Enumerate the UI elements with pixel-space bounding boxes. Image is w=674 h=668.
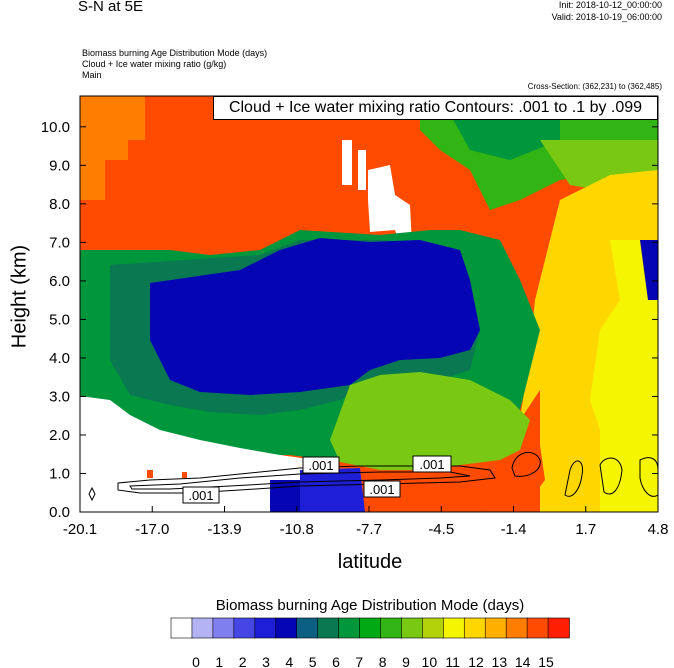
- colorbar-label: 4: [285, 654, 293, 668]
- contour-loop-5: [88, 486, 96, 502]
- colorbar-label: 8: [379, 654, 387, 668]
- contour-loop-2: [564, 460, 584, 497]
- colorbar-label: 5: [309, 654, 317, 668]
- x-axis-title: latitude: [337, 551, 403, 573]
- colorbar-swatch: [401, 617, 424, 639]
- y-tick-label: 7.0: [49, 234, 70, 251]
- region-5-days-core: [150, 238, 480, 395]
- colorbar-swatch: [275, 617, 298, 639]
- colorbar-label: 15: [538, 654, 554, 668]
- colorbar-swatch: [317, 617, 340, 639]
- y-tick-label: 8.0: [49, 196, 70, 213]
- contour-loop-4: [639, 457, 658, 497]
- colorbar-label: 3: [262, 654, 270, 668]
- colorbar-swatch: [212, 617, 235, 639]
- contour-labels: .001 .001 .001 .001: [182, 455, 452, 504]
- colorbar-label: 9: [402, 654, 410, 668]
- colorbar-swatch: [422, 617, 445, 639]
- field-description-2: Cloud + Ice water mixing ratio (g/kg): [82, 59, 227, 69]
- field-description-3: Main: [82, 70, 102, 80]
- y-tick-label: 6.0: [49, 273, 70, 290]
- plot-title: S-N at 5E: [78, 0, 144, 15]
- x-axis: -20.1 -17.0 -13.9 -10.8 -7.7 -4.5 -1.4 1.7 4.8: [63, 506, 669, 538]
- y-tick-label: 9.0: [49, 157, 70, 174]
- colorbar-swatch: [547, 617, 570, 639]
- init-time: Init: 2018-10-12_00:00:00: [558, 0, 662, 10]
- contour-label-1: .001: [308, 458, 333, 473]
- colorbar-swatch: [359, 617, 382, 639]
- contour-label-2: .001: [419, 457, 444, 472]
- x-tick-label: -17.0: [135, 521, 169, 538]
- y-tick-label: 3.0: [49, 388, 70, 405]
- contour-info-box: Cloud + Ice water mixing ratio Contours:…: [213, 96, 658, 120]
- region-14-days-topleft: [80, 96, 145, 200]
- region-0-days-patch3: [368, 165, 412, 245]
- field-description-1: Biomass burning Age Distribution Mode (d…: [82, 48, 268, 58]
- colorbar-title: Biomass burning Age Distribution Mode (d…: [215, 597, 525, 614]
- colorbar-label: 14: [515, 654, 531, 668]
- region-0-days-patch2: [358, 150, 366, 190]
- contour-loop-1: [511, 452, 541, 477]
- colorbar-label: 13: [492, 654, 508, 668]
- colorbar: 0 1 2 3 4 5 6 7 8 9 10 11 12 13 14 15: [170, 617, 570, 668]
- colorbar-label: 0: [192, 654, 200, 668]
- colorbar-label: 6: [332, 654, 340, 668]
- colorbar-swatch: [443, 617, 466, 639]
- colorbar-label: 12: [468, 654, 484, 668]
- colorbar-swatch: [380, 617, 403, 639]
- colorbar-label: 11: [445, 654, 460, 668]
- x-tick-label: -4.5: [428, 521, 454, 538]
- colorbar-swatch: [233, 617, 256, 639]
- x-tick-label: -10.8: [280, 521, 314, 538]
- x-tick-label: -1.4: [501, 521, 527, 538]
- region-15-days-spot2: [182, 472, 187, 478]
- region-11-days-right: [590, 240, 658, 512]
- y-tick-label: 5.0: [49, 311, 70, 328]
- y-tick-label: 2.0: [49, 427, 70, 444]
- contour-layer: [88, 452, 658, 502]
- colorbar-label: 10: [422, 654, 438, 668]
- region-0-days-lowerleft: [80, 396, 330, 512]
- y-tick-label: 0.0: [49, 504, 70, 521]
- region-0-days-patch1: [342, 140, 352, 185]
- colorbar-swatch: [254, 617, 277, 639]
- x-tick-label: -13.9: [207, 521, 241, 538]
- colorbar-swatch: [463, 617, 487, 639]
- colorbar-swatch: [191, 617, 214, 639]
- colorbar-label: 2: [239, 654, 247, 668]
- y-tick-label: 4.0: [49, 350, 70, 367]
- contour-loop-3: [599, 457, 623, 495]
- y-tick-label: 10.0: [41, 119, 70, 136]
- y-axis: 0.0 1.0 2.0 3.0 4.0 5.0 6.0 7.0 8.0 9.0 10.0: [41, 119, 658, 521]
- y-tick-label: 1.0: [49, 465, 70, 482]
- contour-line-outer: [117, 465, 496, 494]
- cross-section-label: Cross-Section: (362,231) to (362,485): [527, 82, 662, 91]
- x-tick-label: 4.8: [648, 521, 669, 538]
- heatmap-layer: [80, 96, 658, 512]
- region-15-days-spot1: [147, 470, 153, 478]
- colorbar-label: 7: [355, 654, 363, 668]
- colorbar-swatch: [484, 617, 507, 639]
- region-5-days-rightpatch: [640, 240, 658, 300]
- region-4-days-bottom2: [300, 468, 365, 512]
- colorbar-swatch: [170, 617, 193, 639]
- valid-time: Valid: 2018-10-19_06:00:00: [551, 12, 662, 22]
- contour-label-3: .001: [188, 488, 213, 503]
- x-tick-label: 1.7: [575, 521, 596, 538]
- y-axis-title: Height (km): [8, 244, 31, 349]
- contour-line-inner: [129, 471, 471, 490]
- x-tick-label: -20.1: [63, 521, 97, 538]
- colorbar-swatch: [296, 617, 319, 639]
- contour-label-4: .001: [369, 482, 394, 497]
- colorbar-swatch: [526, 617, 549, 639]
- colorbar-label: 1: [215, 654, 223, 668]
- x-tick-label: -7.7: [356, 521, 382, 538]
- region-10-days-lower: [330, 372, 530, 470]
- colorbar-swatch: [505, 617, 528, 639]
- colorbar-swatch: [338, 617, 361, 639]
